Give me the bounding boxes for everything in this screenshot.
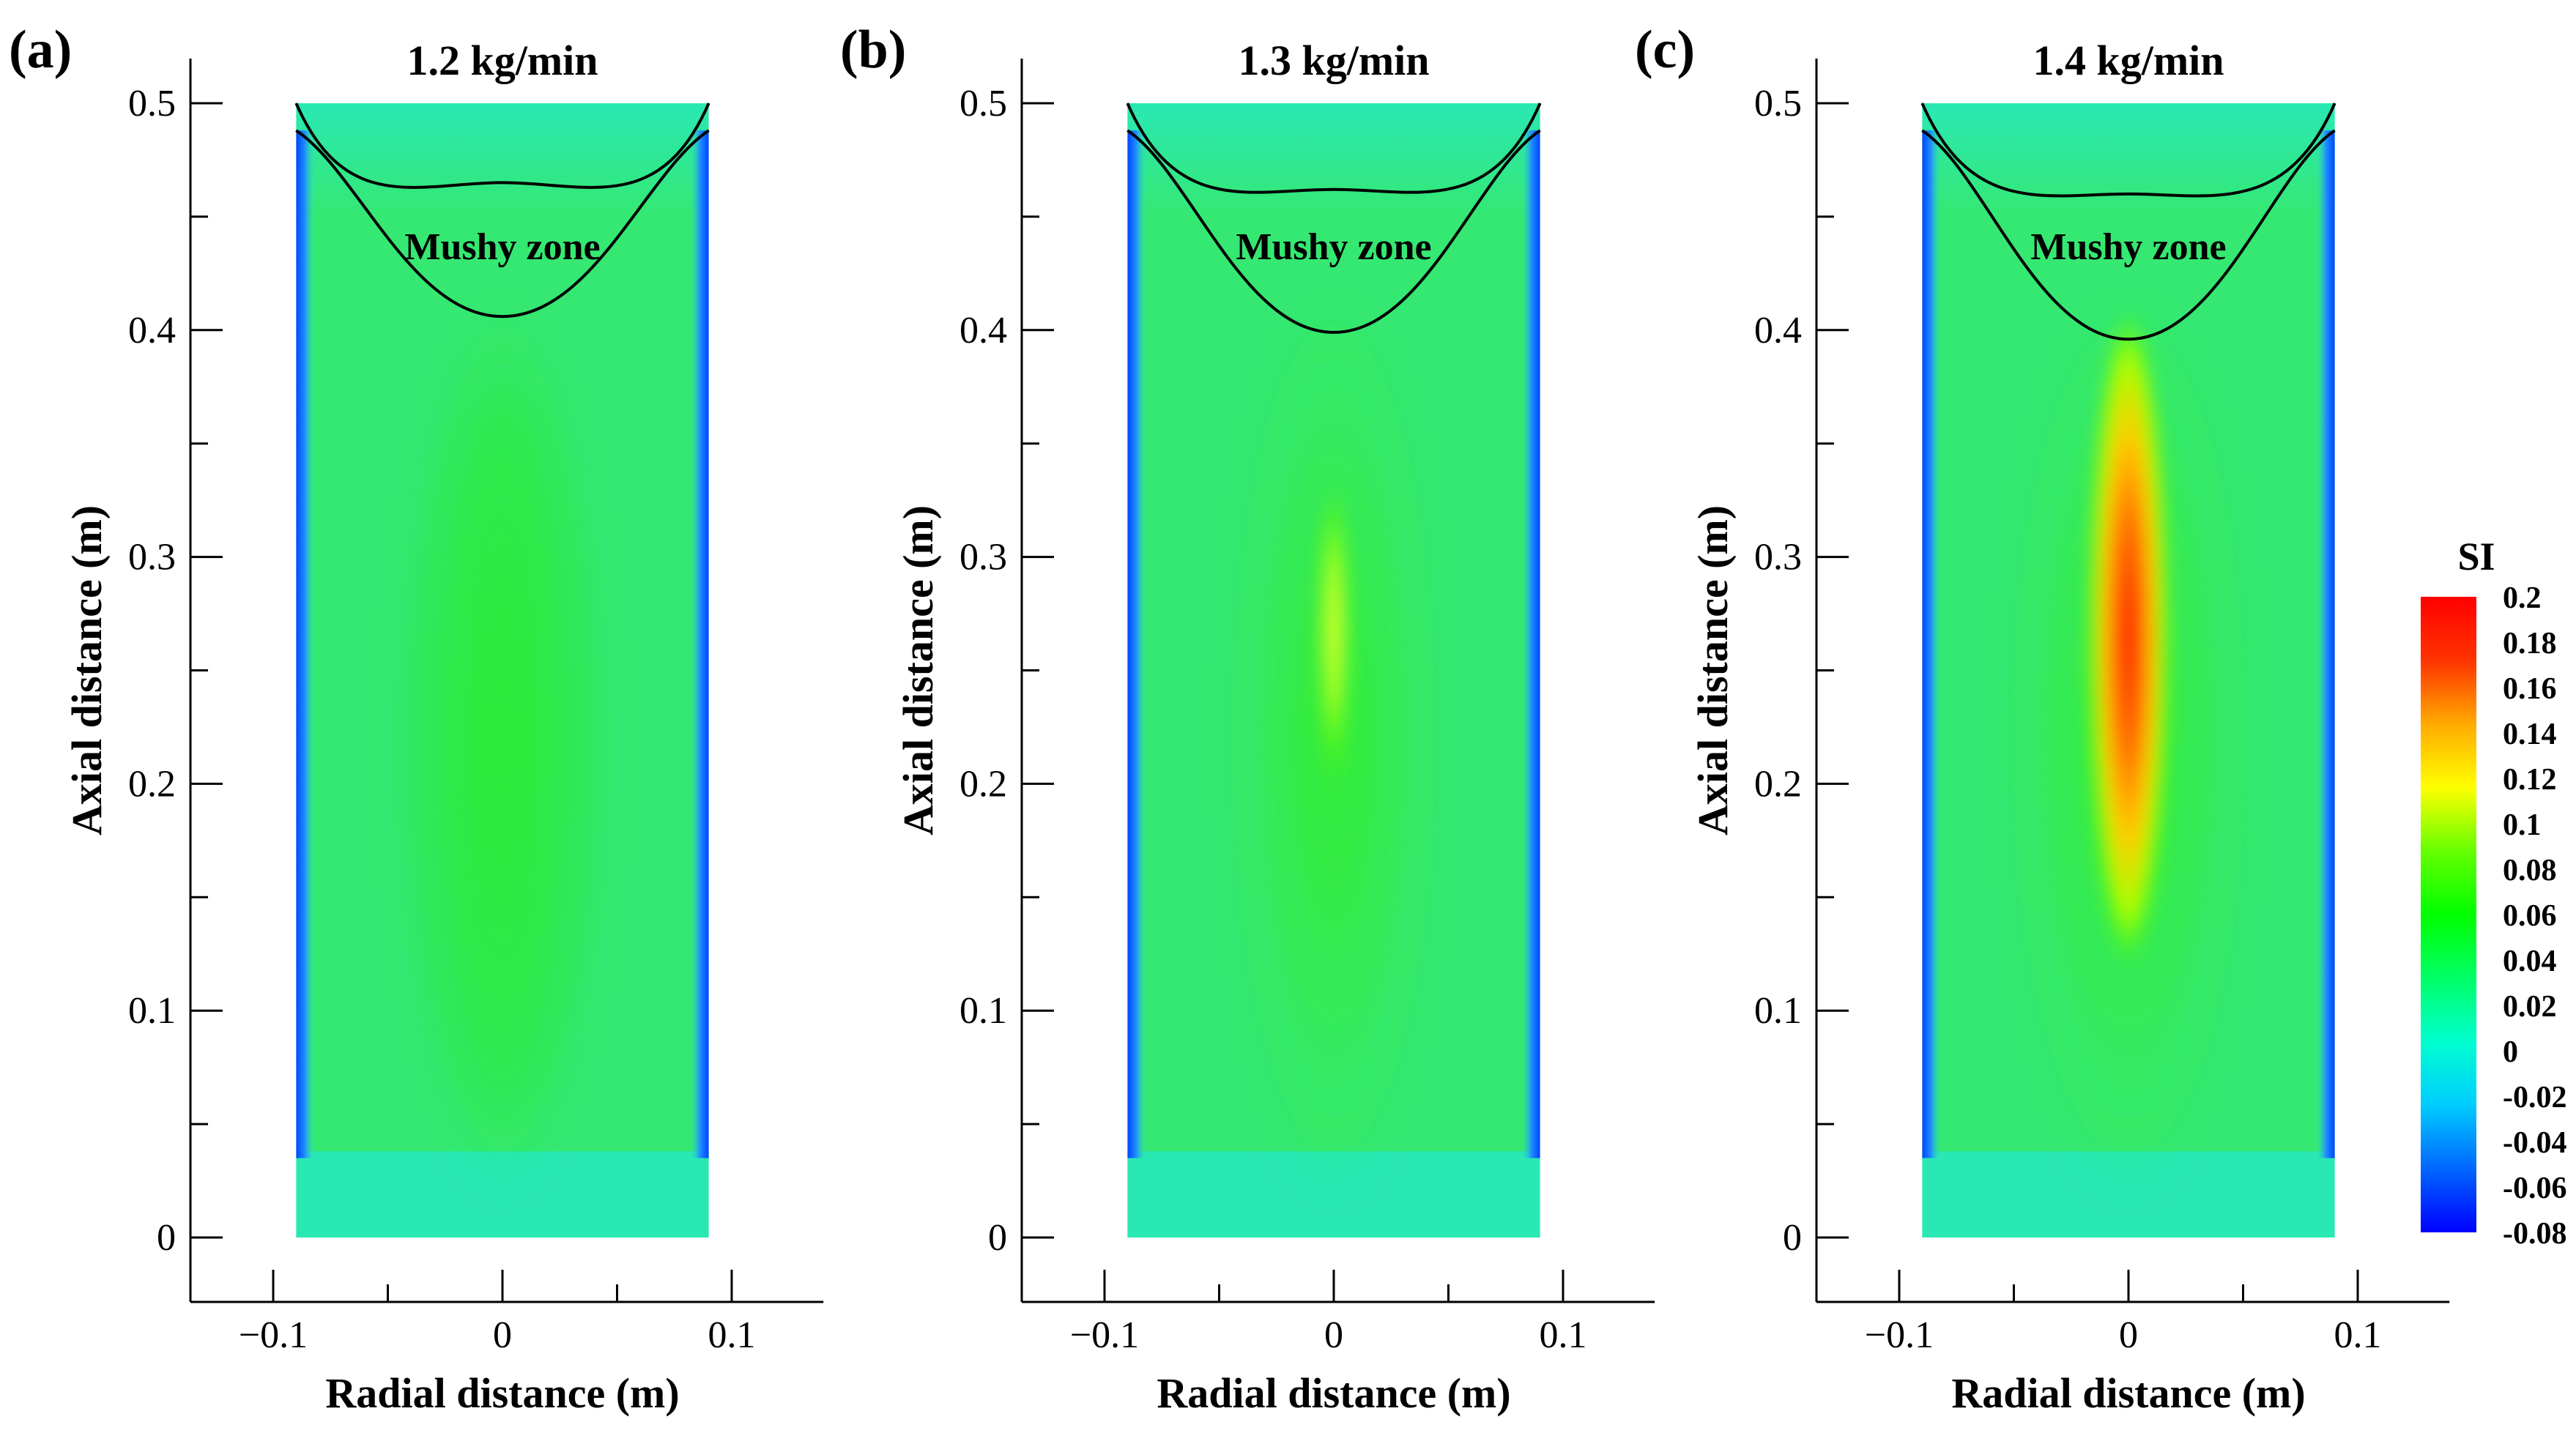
x-tick-label: 0 [2119, 1314, 2138, 1356]
y-tick-label: 0.5 [959, 83, 1007, 124]
solidus-line [1126, 129, 1541, 334]
left-wall-negative-si [1922, 130, 1942, 1158]
y-tick-label: 0 [157, 1217, 176, 1259]
colorbar-label: 0.02 [2503, 990, 2557, 1024]
solidus-line [295, 129, 710, 319]
left-wall-negative-si [1127, 130, 1147, 1158]
panel-a: Mushy zone 0 0.1 0.2 0.3 0.4 0.5 −0.1 0 0.1 Radial… [9, 20, 824, 1417]
mushy-zone-label: Mushy zone [404, 226, 600, 268]
liquidus-line [294, 103, 710, 189]
y-axis-title: Axial distance (m) [894, 505, 942, 835]
x-tick-label: 0.1 [2334, 1314, 2382, 1356]
y-tick-label: 0 [988, 1217, 1007, 1259]
colorbar-title: SI [2457, 535, 2495, 578]
segregation-hotspot [415, 375, 590, 1125]
y-tick-label: 0.4 [959, 310, 1007, 351]
colorbar-label: 0.2 [2503, 581, 2542, 615]
y-tick-label: 0.1 [1754, 990, 1802, 1032]
colorbar-label: 0.12 [2503, 763, 2557, 797]
x-tick-label: 0.1 [708, 1314, 756, 1356]
panel-letter: (a) [9, 20, 72, 80]
y-tick-label: 0.2 [959, 763, 1007, 805]
x-tick-label: −0.1 [1070, 1314, 1139, 1356]
liquidus-line [1920, 103, 2336, 198]
colorbar-label: 0.06 [2503, 899, 2557, 933]
y-tick-label: 0.3 [1754, 537, 1802, 578]
left-wall-negative-si [296, 130, 316, 1158]
x-tick-label: 0 [493, 1314, 512, 1356]
mushy-zone-label: Mushy zone [2030, 226, 2226, 268]
top-band [296, 103, 709, 217]
panel-letter: (b) [840, 20, 906, 80]
panel-c: Mushy zone 0 0.1 0.2 0.3 0.4 0.5 −0.1 0 0.1 Radial… [1635, 20, 2450, 1417]
colorbar-label: 0.16 [2503, 672, 2557, 706]
y-tick-label: 0.1 [959, 990, 1007, 1032]
y-tick-label: 0.2 [1754, 763, 1802, 805]
y-axis-title: Axial distance (m) [63, 505, 111, 835]
x-tick-label: −0.1 [239, 1314, 308, 1356]
panel-title: 1.3 kg/min [1238, 37, 1429, 84]
segregation-hotspot [1318, 477, 1350, 784]
segregation-hotspot [2088, 307, 2169, 966]
colorbar-label: -0.08 [2503, 1217, 2567, 1251]
colorbar-label: -0.06 [2503, 1172, 2567, 1205]
x-tick-label: −0.1 [1865, 1314, 1934, 1356]
colorbar-label: 0.04 [2503, 945, 2557, 978]
mushy-zone-label: Mushy zone [1236, 226, 1431, 268]
top-band [1922, 103, 2335, 217]
y-tick-label: 0.2 [128, 763, 176, 805]
x-axis-title: Radial distance (m) [325, 1369, 679, 1417]
y-tick-label: 0.3 [959, 537, 1007, 578]
panel-letter: (c) [1635, 20, 1695, 80]
y-axis-title: Axial distance (m) [1689, 505, 1737, 835]
panel-title: 1.2 kg/min [407, 37, 598, 84]
panel-title: 1.4 kg/min [2033, 37, 2224, 84]
solidus-line [1921, 129, 2336, 341]
y-tick-label: 0.3 [128, 537, 176, 578]
contour-field [1922, 103, 2335, 1237]
colorbar-label: 0 [2503, 1035, 2518, 1069]
right-wall-negative-si [689, 130, 709, 1158]
y-tick-label: 0.5 [128, 83, 176, 124]
contour-field [1127, 103, 1540, 1237]
top-band [1127, 103, 1540, 217]
y-tick-label: 0.1 [128, 990, 176, 1032]
contour-field [296, 103, 709, 1237]
x-axis-title: Radial distance (m) [1157, 1369, 1510, 1417]
x-tick-label: 0 [1324, 1314, 1343, 1356]
colorbar-label: 0.1 [2503, 808, 2542, 842]
y-tick-label: 0.4 [128, 310, 176, 351]
right-wall-negative-si [2315, 130, 2335, 1158]
right-wall-negative-si [1521, 130, 1540, 1158]
colorbar-label: 0.08 [2503, 854, 2557, 887]
y-tick-label: 0.4 [1754, 310, 1802, 351]
colorbar-fill [2421, 597, 2476, 1232]
colorbar-label: -0.02 [2503, 1081, 2567, 1114]
panel-b: Mushy zone 0 0.1 0.2 0.3 0.4 0.5 −0.1 0 0.1 Radial… [840, 20, 1655, 1417]
colorbar-label: 0.14 [2503, 718, 2557, 751]
liquidus-line [1126, 103, 1542, 194]
colorbar: SI0.2 0.18 0.16 0.14 0.12 0.1 0.08 0.06 0.04 0.02… [2421, 535, 2567, 1251]
x-axis-title: Radial distance (m) [1951, 1369, 2305, 1417]
y-tick-label: 0.5 [1754, 83, 1802, 124]
colorbar-label: -0.04 [2503, 1126, 2567, 1160]
x-tick-label: 0.1 [1540, 1314, 1587, 1356]
colorbar-label: 0.18 [2503, 627, 2557, 660]
y-tick-label: 0 [1783, 1217, 1802, 1259]
